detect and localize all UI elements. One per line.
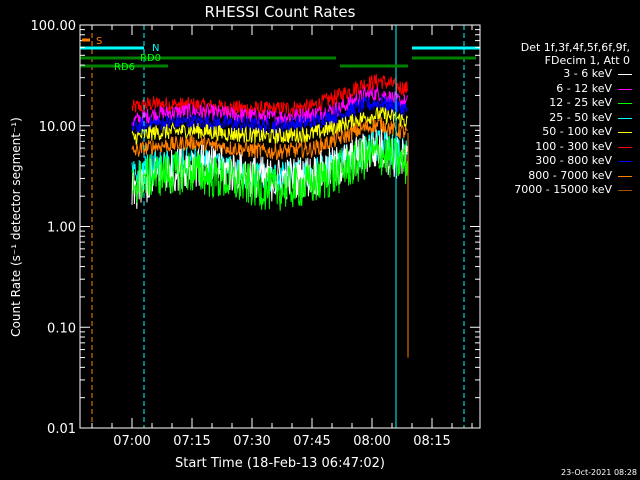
legend-swatch <box>618 117 632 119</box>
chart-title: RHESSI Count Rates <box>205 3 356 21</box>
legend-entry: 300 - 800 keV <box>486 154 634 168</box>
legend-label: 100 - 300 keV <box>535 139 612 153</box>
legend-swatch <box>618 88 632 90</box>
annotation-label: N <box>152 43 159 54</box>
legend-label: 25 - 50 keV <box>549 110 612 124</box>
x-tick-label: 07:45 <box>293 434 330 449</box>
series-line-1 <box>131 86 408 127</box>
y-axis-label: Count Rate (s⁻¹ detector segment⁻¹) <box>9 117 23 337</box>
legend-entry: 6 - 12 keV <box>486 82 634 96</box>
legend-entry: 25 - 50 keV <box>486 111 634 125</box>
x-axis-label: Start Time (18-Feb-13 06:47:02) <box>175 456 385 471</box>
legend-label: 3 - 6 keV <box>563 67 612 80</box>
x-tick-label: 07:15 <box>173 434 210 449</box>
legend-entry: 12 - 25 keV <box>486 96 634 110</box>
series-line-7 <box>131 117 408 161</box>
legend-label: 7000 - 15000 keV <box>514 183 612 196</box>
legend-entry: 3 - 6 keV <box>486 67 634 81</box>
legend-entry: 7000 - 15000 keV <box>486 183 634 197</box>
x-tick-label: 07:30 <box>233 434 270 449</box>
annotation-label: RD6 <box>114 62 135 73</box>
traces <box>131 73 409 358</box>
legend-label: 12 - 25 keV <box>549 96 612 109</box>
series-line-6 <box>131 95 408 134</box>
plot-frame <box>79 24 481 429</box>
footer-timestamp: 23-Oct-2021 08:28 <box>561 468 637 477</box>
legend-entry: 800 - 7000 keV <box>486 169 634 183</box>
y-tick-label: 100.00 <box>31 19 77 34</box>
legend-swatch <box>618 175 632 177</box>
legend-label: 300 - 800 keV <box>535 154 612 167</box>
legend-swatch <box>618 190 632 191</box>
axis-ticks: 0.01 0.10 1.00 10.00 100.00 07:00 07:15 07:30 07… <box>31 19 480 449</box>
y-tick-label: 1.00 <box>47 221 76 236</box>
x-tick-label: 07:00 <box>113 434 150 449</box>
legend-entry: 100 - 300 keV <box>486 140 634 154</box>
legend-label: 800 - 7000 keV <box>528 168 612 182</box>
legend-swatch <box>618 161 632 162</box>
legend-swatch <box>618 146 632 148</box>
y-tick-label: 0.01 <box>47 422 76 437</box>
series-line-2 <box>131 135 408 211</box>
annotation-label: S <box>96 36 102 47</box>
flag-bars <box>80 46 480 68</box>
legend-swatch <box>618 103 632 104</box>
series-line-5 <box>131 73 408 117</box>
legend-label: 6 - 12 keV <box>556 81 612 95</box>
y-tick-label: 0.10 <box>47 321 76 336</box>
series-line-4 <box>131 106 408 146</box>
legend-header-line-1: Det 1f,3f,4f,5f,6f,9f, <box>520 41 630 54</box>
legend-header-line-2: FDecim 1, Att 0 <box>544 54 630 67</box>
y-tick-label: 10.00 <box>39 120 76 135</box>
legend-swatch <box>618 74 632 75</box>
x-tick-label: 08:00 <box>353 434 390 449</box>
x-tick-label: 08:15 <box>413 434 450 449</box>
legend-label: 50 - 100 keV <box>542 125 612 138</box>
annotation-label: RD0 <box>140 53 161 64</box>
legend-swatch <box>618 132 632 133</box>
legend-entry: 50 - 100 keV <box>486 125 634 139</box>
